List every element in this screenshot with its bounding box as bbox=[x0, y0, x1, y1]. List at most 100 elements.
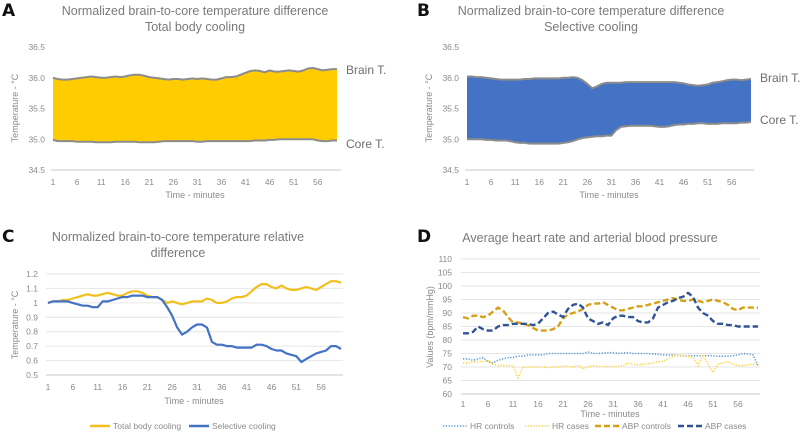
x-tick-label: 41 bbox=[655, 177, 665, 187]
panel-c-title-line1: Normalized brain-to-core temperature rel… bbox=[52, 230, 304, 244]
x-tick-label: 6 bbox=[486, 399, 491, 409]
area-fill-brain-core-band bbox=[467, 76, 751, 144]
x-tick-label: 21 bbox=[143, 382, 153, 392]
panel-a-y-axis-title: Temperature - °C bbox=[10, 73, 20, 142]
y-tick-label: 36.5 bbox=[28, 42, 45, 52]
x-tick-label: 21 bbox=[558, 399, 568, 409]
y-tick-label: 105 bbox=[438, 268, 452, 278]
panel-a-title-line1: Normalized brain-to-core temperature dif… bbox=[62, 4, 329, 18]
x-tick-label: 6 bbox=[489, 177, 494, 187]
panel-c-x-axis-title: Time - minutes bbox=[164, 396, 224, 406]
panel-a-core-label: Core T. bbox=[346, 137, 384, 151]
x-tick-label: 51 bbox=[292, 382, 302, 392]
x-tick-label: 31 bbox=[607, 177, 617, 187]
series-line-total-body-cooling bbox=[47, 280, 342, 306]
panel-a-chart: Normalized brain-to-core temperature dif… bbox=[10, 4, 386, 200]
y-tick-label: 36.5 bbox=[442, 42, 459, 52]
y-tick-label: 0.9 bbox=[26, 312, 38, 322]
x-tick-label: 56 bbox=[733, 399, 743, 409]
legend-label: Total body cooling bbox=[113, 421, 181, 431]
y-tick-label: 36.0 bbox=[28, 73, 45, 83]
panel-c-y-axis-title: Temperature - °C bbox=[10, 290, 20, 359]
x-tick-label: 11 bbox=[93, 382, 102, 392]
panel-c-legend: Total body cooling Selective cooling bbox=[90, 421, 276, 431]
series-line-abp-controls bbox=[462, 296, 758, 332]
legend-label: ABP cases bbox=[705, 421, 746, 431]
panel-d-title: Average heart rate and arterial blood pr… bbox=[462, 231, 718, 245]
x-tick-label: 36 bbox=[633, 399, 643, 409]
panel-letter-d: D bbox=[417, 227, 431, 247]
panel-letter-c: C bbox=[2, 227, 14, 247]
x-tick-label: 16 bbox=[118, 382, 128, 392]
x-tick-label: 46 bbox=[265, 177, 275, 187]
panel-letter-b: B bbox=[417, 1, 430, 21]
x-tick-label: 36 bbox=[217, 177, 227, 187]
y-tick-label: 70 bbox=[443, 362, 453, 372]
panel-a-title-line2: Total body cooling bbox=[145, 20, 245, 34]
panel-d-chart: Average heart rate and arterial blood pr… bbox=[425, 231, 760, 431]
y-tick-label: 85 bbox=[443, 322, 453, 332]
series-line-hr-cases bbox=[463, 354, 758, 379]
x-tick-label: 6 bbox=[70, 382, 75, 392]
y-tick-label: 1 bbox=[33, 298, 38, 308]
x-tick-label: 41 bbox=[242, 382, 252, 392]
x-tick-label: 26 bbox=[583, 399, 593, 409]
legend-label: ABP controls bbox=[622, 421, 671, 431]
y-tick-label: 100 bbox=[438, 281, 452, 291]
series-line-core-t bbox=[52, 138, 337, 144]
y-tick-label: 0.7 bbox=[26, 341, 38, 351]
legend-label: HR controls bbox=[470, 421, 514, 431]
series-line-abp-cases bbox=[463, 291, 758, 335]
y-tick-label: 60 bbox=[443, 389, 453, 399]
panel-b-title-line1: Normalized brain-to-core temperature dif… bbox=[458, 4, 725, 18]
x-tick-label: 51 bbox=[708, 399, 718, 409]
x-tick-label: 21 bbox=[145, 177, 155, 187]
x-tick-label: 6 bbox=[75, 177, 80, 187]
x-tick-label: 31 bbox=[608, 399, 618, 409]
series-line-selective-cooling bbox=[47, 294, 342, 364]
y-tick-label: 1.1 bbox=[26, 283, 38, 293]
panel-b-brain-label: Brain T. bbox=[760, 71, 800, 85]
x-tick-label: 46 bbox=[267, 382, 277, 392]
x-tick-label: 21 bbox=[559, 177, 569, 187]
x-tick-label: 41 bbox=[241, 177, 251, 187]
panel-b-title-line2: Selective cooling bbox=[544, 20, 638, 34]
x-tick-label: 36 bbox=[631, 177, 641, 187]
x-tick-label: 1 bbox=[51, 177, 56, 187]
panel-c-chart: Normalized brain-to-core temperature rel… bbox=[10, 230, 343, 431]
x-tick-label: 11 bbox=[97, 177, 106, 187]
series-line-brain-t bbox=[52, 66, 337, 81]
x-tick-label: 31 bbox=[192, 382, 202, 392]
y-tick-label: 35.0 bbox=[28, 134, 45, 144]
x-tick-label: 56 bbox=[313, 177, 323, 187]
x-tick-label: 56 bbox=[727, 177, 737, 187]
y-tick-label: 0.6 bbox=[26, 356, 38, 366]
y-tick-label: 35.0 bbox=[442, 134, 459, 144]
x-tick-label: 46 bbox=[679, 177, 689, 187]
y-tick-label: 0.8 bbox=[26, 327, 38, 337]
x-tick-label: 16 bbox=[534, 177, 544, 187]
panel-b-x-axis-title: Time - minutes bbox=[579, 190, 639, 200]
panel-d-y-axis-title: Values (bpm/mmHg) bbox=[425, 286, 435, 368]
y-tick-label: 0.5 bbox=[26, 370, 38, 380]
x-tick-label: 26 bbox=[167, 382, 177, 392]
x-tick-label: 11 bbox=[511, 177, 520, 187]
y-tick-label: 75 bbox=[443, 349, 453, 359]
x-tick-label: 36 bbox=[217, 382, 227, 392]
area-fill-brain-core-band bbox=[53, 67, 337, 143]
legend-label: Selective cooling bbox=[212, 421, 276, 431]
x-tick-label: 1 bbox=[46, 382, 51, 392]
x-tick-label: 31 bbox=[193, 177, 203, 187]
x-tick-label: 51 bbox=[703, 177, 713, 187]
panel-letter-a: A bbox=[2, 1, 16, 21]
y-tick-label: 80 bbox=[443, 335, 453, 345]
legend-label: HR cases bbox=[552, 421, 589, 431]
x-tick-label: 51 bbox=[289, 177, 299, 187]
y-tick-label: 35.5 bbox=[442, 104, 459, 114]
panel-d-legend: HR controls HR cases ABP controls ABP cases bbox=[443, 421, 746, 431]
x-tick-label: 26 bbox=[169, 177, 179, 187]
panel-b-core-label: Core T. bbox=[760, 113, 798, 127]
x-tick-label: 26 bbox=[583, 177, 593, 187]
y-tick-label: 35.5 bbox=[28, 104, 45, 114]
